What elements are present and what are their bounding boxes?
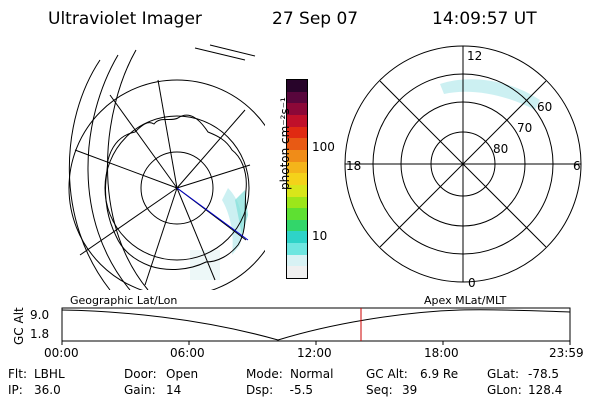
mlat-label-70: 70 [517, 121, 532, 135]
orbit-altitude-curve[interactable] [61, 309, 571, 341]
color-bar-band [287, 91, 307, 104]
instrument-title: Ultraviolet Imager [48, 9, 202, 29]
orbit-timeline [61, 307, 571, 345]
status-ip-label: IP: [8, 383, 23, 397]
color-bar-band [287, 231, 307, 244]
color-bar-band [287, 208, 307, 220]
status-glon-value: 128.4 [528, 383, 563, 397]
status-gcalt-value: 6.9 Re [420, 367, 459, 381]
date-label: 27 Sep 07 [272, 9, 359, 29]
timeline-x-tick-1800: 18:00 [424, 346, 459, 360]
colorbar-tick-10: 10 [312, 229, 328, 243]
geo-lat-circle-outer [104, 115, 250, 261]
status-gcalt-label: GC Alt: [366, 367, 408, 381]
mlat-label-80: 80 [493, 142, 508, 156]
color-bar-band [287, 184, 307, 197]
color-bar-band [287, 126, 307, 139]
timeline-ticks [61, 341, 571, 345]
status-mode-value: Normal [290, 367, 334, 381]
terminator-line [176, 187, 249, 241]
timeline-frame [61, 307, 571, 342]
mlt-label-0: 0 [468, 276, 476, 290]
earth-limb [68, 79, 265, 290]
color-bar-band [287, 254, 307, 267]
status-gain-value: 14 [166, 383, 182, 397]
color-bar-band [287, 138, 307, 150]
color-bar-band [287, 161, 307, 174]
status-mode-label: Mode: [246, 367, 283, 381]
color-bar-band [287, 196, 307, 209]
status-door-value: Open [166, 367, 199, 381]
timeline-x-tick-2359: 23:59 [549, 346, 584, 360]
geo-lat-circle-inner [140, 151, 214, 225]
color-bar-band [287, 80, 307, 92]
color-bar-band [287, 266, 307, 278]
status-seq-label: Seq: [366, 383, 393, 397]
geo-panel-label: Geographic Lat/Lon [70, 294, 178, 307]
timeline-x-tick-0000: 00:00 [44, 346, 79, 360]
colorbar-tick-100: 100 [312, 140, 335, 154]
color-bar-band [287, 219, 307, 232]
mlt-label-12: 12 [467, 49, 482, 63]
timeline-y-tick-min: 1.8 [30, 327, 50, 341]
magnetic-grid-panel: 12 18 6 0 60 70 80 [344, 45, 582, 290]
color-bar-band [287, 243, 307, 255]
status-dsp-value: -5.5 [282, 383, 314, 397]
color-bar [286, 79, 308, 279]
color-bar-band [287, 115, 307, 127]
status-glat-label: GLat: [487, 367, 520, 381]
status-door-label: Door: [124, 367, 157, 381]
timeline-x-tick-0600: 06:00 [170, 346, 205, 360]
status-glat-value: -78.5 [528, 367, 560, 381]
time-label: 14:09:57 UT [432, 9, 537, 29]
aurora-emission-mag [440, 79, 540, 110]
colorbar-unit-label: photon cm⁻²s⁻¹ [278, 97, 292, 190]
status-flt-label: Flt: [8, 367, 27, 381]
status-seq-value: 39 [402, 383, 418, 397]
timeline-y-tick-max: 9.0 [30, 308, 50, 322]
status-ip-value: 36.0 [34, 383, 61, 397]
color-bar-band [287, 103, 307, 116]
status-gain-label: Gain: [124, 383, 156, 397]
timeline-x-tick-1200: 12:00 [297, 346, 332, 360]
status-dsp-label: Dsp: [246, 383, 274, 397]
color-bar-band [287, 149, 307, 162]
mag-diagonal-b [379, 80, 547, 248]
status-glon-label: GLon: [487, 383, 522, 397]
mag-panel-label: Apex MLat/MLT [424, 294, 507, 307]
geographic-image-panel [68, 44, 265, 290]
color-bar-band [287, 173, 307, 185]
mlat-label-60: 60 [537, 100, 552, 114]
status-flt-value: LBHL [34, 367, 65, 381]
mlt-label-18: 18 [346, 159, 361, 173]
timeline-y-label: GC Alt [12, 307, 26, 345]
mlt-label-6: 6 [573, 159, 581, 173]
